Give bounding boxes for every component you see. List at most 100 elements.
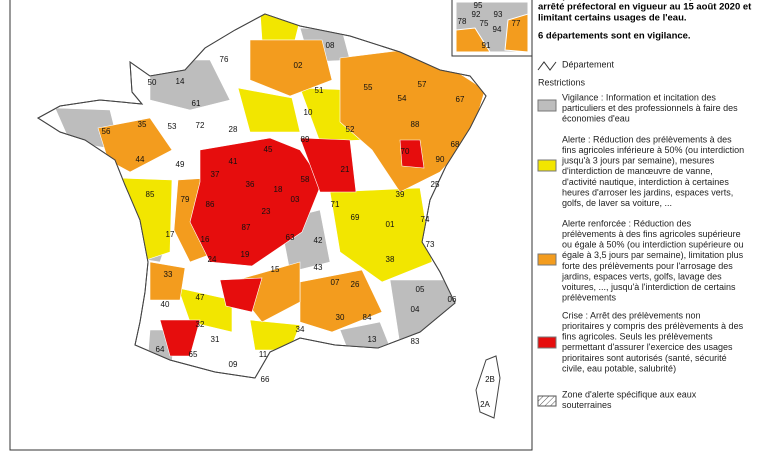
department-label: 86 <box>206 200 215 209</box>
department-label: 87 <box>242 223 251 232</box>
inset-label: 93 <box>494 10 503 19</box>
department-label: 57 <box>418 80 427 89</box>
zone <box>299 137 357 193</box>
legend-text: fins agricoles. Seuls les prélèvements <box>562 332 713 342</box>
legend-text: économies d'eau <box>562 114 630 124</box>
legend-text: forte des prélèvements pour l'arrosage d… <box>562 261 733 271</box>
legend-text: Alerte : Réduction des prélèvements à de… <box>562 134 732 144</box>
legend-text: égale à 3,5 jours par semaine), limitati… <box>562 250 744 260</box>
zone <box>399 139 425 169</box>
department-label: 72 <box>196 121 205 130</box>
department-label: 73 <box>426 240 435 249</box>
legend-text: ou égale à 50% (ou interdiction supérieu… <box>562 240 744 250</box>
department-label: 49 <box>176 160 185 169</box>
department-label: 67 <box>456 95 465 104</box>
legend-text: prélèvements <box>562 293 617 303</box>
zone <box>299 269 383 333</box>
zone <box>237 87 301 133</box>
department-label: 43 <box>314 263 323 272</box>
corsica <box>475 355 501 419</box>
department-label: 54 <box>398 94 407 103</box>
restriction-zones <box>54 14 486 363</box>
inset-label: 78 <box>458 17 467 26</box>
legend-text: souterraines <box>562 400 612 410</box>
department-labels: 76 50 14 61 35 56 53 72 02 08 51 55 54 57 67 88 52 10 68 70… <box>102 41 495 409</box>
department-label: 06 <box>448 295 457 304</box>
department-label: 08 <box>326 41 335 50</box>
department-label: 84 <box>363 313 372 322</box>
department-label: 90 <box>436 155 445 164</box>
header-line: limitant certains usages de l'eau. <box>538 12 687 23</box>
legend-department: Département <box>562 59 615 69</box>
department-label: 24 <box>208 255 217 264</box>
department-label: 30 <box>336 313 345 322</box>
legend-title: Restrictions <box>538 77 586 87</box>
legend-swatch <box>537 336 557 349</box>
department-label: 69 <box>351 213 360 222</box>
department-label: 71 <box>331 200 340 209</box>
department-label: 83 <box>411 337 420 346</box>
legend-text: fins agricoles inférieure à 50% (ou inte… <box>562 145 744 155</box>
department-label: 16 <box>201 235 210 244</box>
legend-text: particuliers et des professionnels à fai… <box>562 103 738 113</box>
department-label: 14 <box>176 77 185 86</box>
department-label: 36 <box>246 180 255 189</box>
legend-swatch <box>537 159 557 172</box>
department-label: 41 <box>229 157 238 166</box>
department-label: 56 <box>102 127 111 136</box>
department-label: 63 <box>286 233 295 242</box>
department-label: 70 <box>401 147 410 156</box>
department-label: 35 <box>138 120 147 129</box>
department-label: 33 <box>164 270 173 279</box>
department-label: 38 <box>386 255 395 264</box>
legend-text: prioritaires sont autorisés (santé, sécu… <box>562 353 727 363</box>
inset-label: 75 <box>480 19 489 28</box>
legend-text: Vigilance : Information et incitation de… <box>562 92 716 102</box>
department-label: 32 <box>196 320 205 329</box>
department-label: 74 <box>421 215 430 224</box>
department-label: 68 <box>451 140 460 149</box>
department-label: 07 <box>331 278 340 287</box>
zone <box>189 137 323 267</box>
legend-text: prioritaires y compris des prélèvements … <box>562 321 744 331</box>
legend-text: jardins, espaces verts, golfs, lavage de… <box>561 271 722 281</box>
legend-text: golfs, de laver sa voiture, ... <box>562 198 672 208</box>
department-label: 23 <box>262 207 271 216</box>
zone <box>149 261 186 301</box>
department-label: 2A <box>480 400 490 409</box>
department-label: 55 <box>364 83 373 92</box>
department-label: 11 <box>259 350 268 359</box>
department-label: 44 <box>136 155 145 164</box>
department-label: 53 <box>168 122 177 131</box>
department-label: 31 <box>211 335 220 344</box>
legend-text: permettant d'assurer l'exercice des usag… <box>562 342 733 352</box>
groundwater-swatch <box>537 395 557 407</box>
department-label: 02 <box>294 61 303 70</box>
department-label: 51 <box>315 86 324 95</box>
department-label: 04 <box>411 305 420 314</box>
department-label: 17 <box>166 230 175 239</box>
inset-orange <box>455 13 529 53</box>
department-label: 19 <box>241 250 250 259</box>
department-label: 15 <box>271 265 280 274</box>
legend-text: d'interdiction de manœuvre de vanne, <box>562 166 713 176</box>
inset-label: 94 <box>493 25 502 34</box>
zone <box>159 319 201 357</box>
header-line: 77 départements sont concernés par au mo… <box>538 0 763 1</box>
legend-text: jusqu'à 3 jours par semaine), mesures <box>561 156 715 166</box>
department-label: 66 <box>261 375 270 384</box>
groundwater-text: Zone d'alerte spécifique aux eauxsouterr… <box>562 389 697 410</box>
department-label: 37 <box>211 170 220 179</box>
department-label: 01 <box>386 220 395 229</box>
department-label: 18 <box>274 185 283 194</box>
department-label: 25 <box>431 180 440 189</box>
inset-label: 77 <box>512 19 521 28</box>
legend-swatch <box>537 253 557 266</box>
header-line: arrêté préfectoral en vigueur au 15 août… <box>538 1 752 12</box>
legend-text: voitures, ..., jusqu'à l'interdiction de… <box>562 282 736 292</box>
legend-swatch <box>537 99 557 112</box>
inset-label: 91 <box>482 41 491 50</box>
legend-text: Zone d'alerte spécifique aux eaux <box>562 389 697 399</box>
department-label: 50 <box>148 78 157 87</box>
